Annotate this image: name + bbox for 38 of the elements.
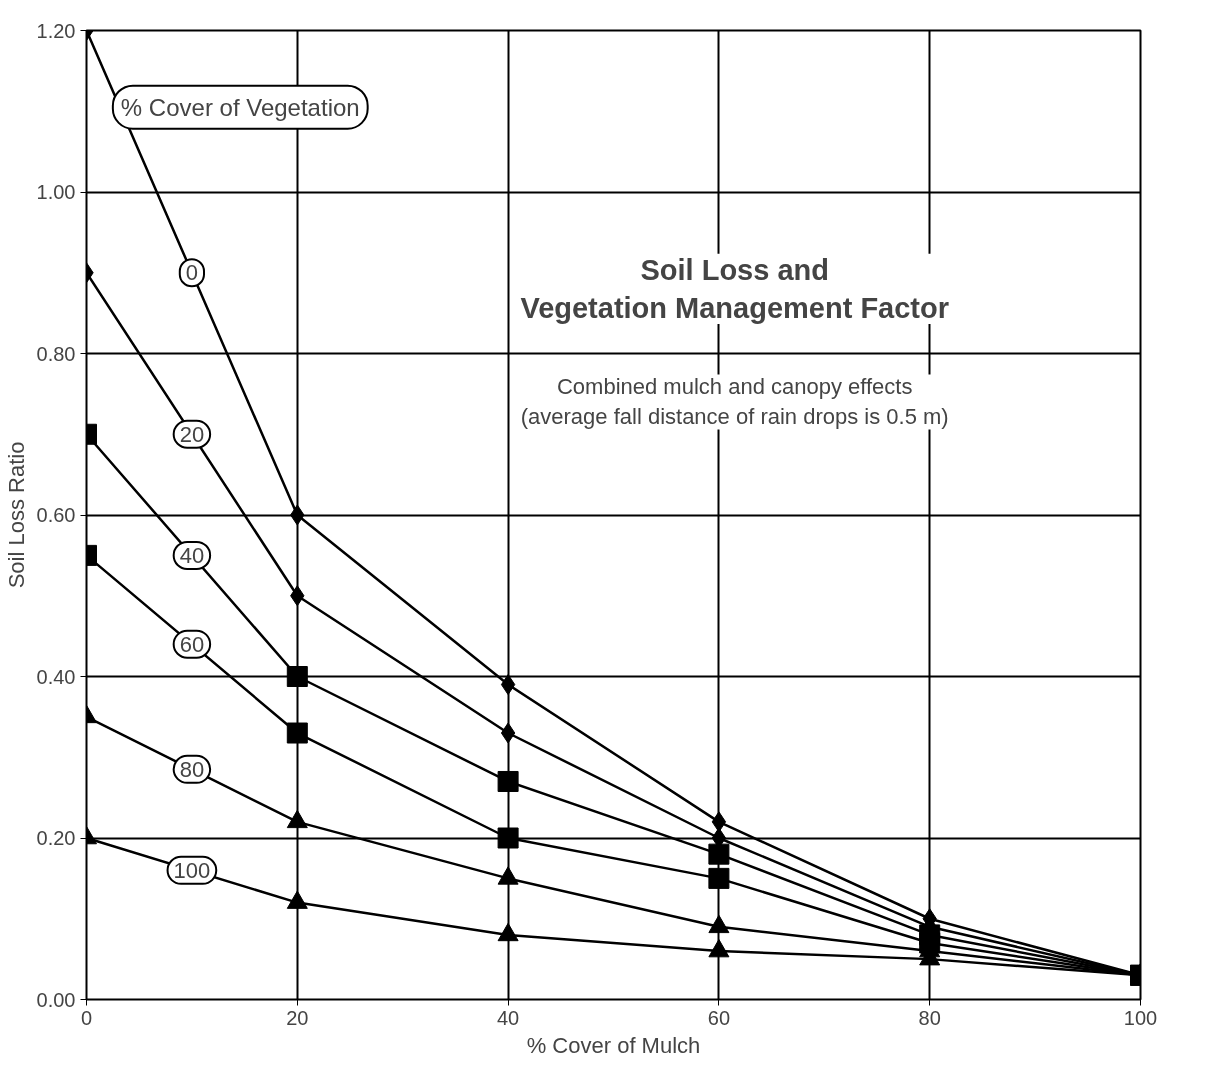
series-label: 20 — [179, 421, 205, 447]
point — [708, 914, 730, 934]
x-tick-label: 40 — [496, 1006, 520, 1029]
x-tick-label: 100 — [1123, 1006, 1158, 1029]
point — [708, 939, 730, 958]
y-tick-label: 0.20 — [36, 827, 76, 849]
x-tick-label: 20 — [286, 1006, 309, 1029]
y-tick-label: 0.80 — [36, 342, 76, 365]
point — [286, 890, 308, 909]
series-label: 60 — [179, 631, 205, 657]
y-tick-label: 1.00 — [36, 181, 76, 203]
point — [500, 674, 516, 696]
series-label: 0 — [185, 260, 199, 286]
series-label: 100 — [173, 857, 211, 883]
point — [497, 827, 519, 849]
x-tick-label: 60 — [707, 1006, 731, 1029]
legend-title: % Cover of Vegetation — [120, 93, 360, 121]
y-tick-label: 1.20 — [36, 19, 76, 42]
series-label: 40 — [179, 542, 205, 568]
text: Combined mulch and canopy effects (average fall distance of rain drops is 0.5 m) — [520, 374, 949, 430]
text: Soil Loss and Vegetation Management Factor — [520, 253, 950, 325]
y-tick-label: 0.60 — [36, 504, 76, 526]
x-tick-label: 0 — [80, 1006, 93, 1029]
point — [286, 809, 308, 829]
point — [286, 666, 308, 687]
x-tick-label: 80 — [918, 1006, 941, 1029]
point — [497, 770, 519, 792]
y-tick-label: 0.40 — [36, 665, 76, 688]
point — [497, 866, 519, 885]
point — [500, 722, 516, 744]
y-axis-title: Soil Loss Ratio — [3, 441, 29, 589]
point — [286, 722, 308, 744]
point — [497, 922, 519, 942]
y-tick-label: 0.00 — [36, 988, 76, 1011]
series-label: 80 — [179, 756, 205, 782]
x-axis-title: % Cover of Mulch — [526, 1032, 701, 1058]
point — [708, 867, 730, 889]
point — [708, 843, 730, 865]
